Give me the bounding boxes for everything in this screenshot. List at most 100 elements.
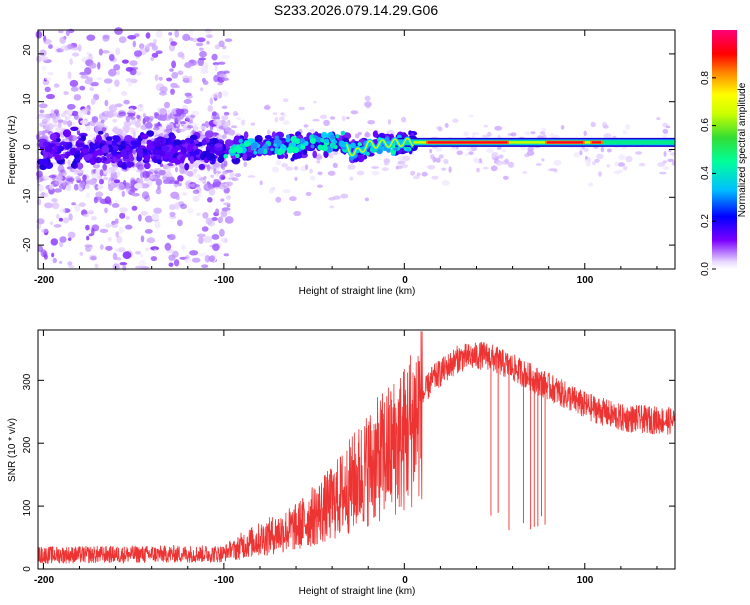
spectral-noise-blob <box>115 103 123 108</box>
spectral-noise-blob <box>635 151 643 155</box>
spectral-noise-blob <box>125 224 133 230</box>
spectral-noise-blob <box>59 260 63 264</box>
spectral-noise-blob <box>175 195 180 201</box>
spectral-noise-blob <box>114 218 119 225</box>
spectral-noise-blob <box>99 198 109 204</box>
spec-ytick-label: -20 <box>22 237 33 252</box>
spectral-noise-blob <box>141 191 150 200</box>
spectral-noise-blob <box>657 162 666 167</box>
spectral-noise-blob <box>271 166 279 173</box>
spectral-noise-blob <box>579 150 583 156</box>
spectral-core-blob <box>81 134 86 142</box>
spectral-noise-blob <box>410 170 416 176</box>
spectral-noise-blob <box>444 160 449 165</box>
spectral-noise-blob <box>91 224 100 232</box>
spectral-noise-blob <box>126 187 130 194</box>
spectral-noise-blob <box>498 154 504 159</box>
spectral-noise-blob <box>168 37 174 43</box>
spectral-noise-blob <box>204 121 210 128</box>
spectral-noise-blob <box>182 192 188 196</box>
spectral-noise-blob <box>116 170 121 178</box>
spectral-noise-blob <box>114 27 123 35</box>
spectral-noise-blob <box>349 176 354 181</box>
spectral-noise-blob <box>68 213 73 221</box>
spectral-noise-blob <box>214 63 218 72</box>
spectral-noise-blob <box>49 221 54 225</box>
spectral-noise-blob <box>53 83 60 88</box>
spectral-noise-blob <box>72 52 80 57</box>
spectral-noise-blob <box>600 146 605 153</box>
spectral-noise-blob <box>115 257 122 261</box>
spectral-noise-blob <box>662 134 667 139</box>
spectral-core-blob <box>86 153 93 159</box>
spectral-noise-blob <box>217 82 224 86</box>
spectral-noise-blob <box>219 228 225 237</box>
spectral-noise-blob <box>153 248 157 254</box>
spectral-noise-blob <box>108 104 118 113</box>
spectral-noise-blob <box>594 158 600 163</box>
spectral-noise-blob <box>66 115 72 120</box>
spectral-noise-blob <box>166 77 173 82</box>
spectral-noise-blob <box>119 262 128 266</box>
spectral-noise-blob <box>125 115 131 123</box>
spectral-noise-blob <box>166 166 171 173</box>
spectral-noise-blob <box>88 209 94 215</box>
colorbar-scale <box>712 30 737 269</box>
spectral-noise-blob <box>144 215 153 223</box>
spectral-noise-blob <box>231 177 239 182</box>
spectral-noise-blob <box>285 166 294 171</box>
spectral-noise-blob <box>207 197 213 203</box>
spectral-noise-blob <box>614 161 619 167</box>
spectral-noise-blob <box>142 170 150 179</box>
spectral-noise-blob <box>207 220 215 227</box>
spectral-core-blob <box>146 143 153 151</box>
spectral-core-blob <box>357 154 365 163</box>
spectral-noise-blob <box>131 192 140 197</box>
spectral-noise-blob <box>215 181 221 187</box>
spectral-noise-blob <box>51 198 58 203</box>
spectral-noise-blob <box>305 191 312 197</box>
spectral-noise-blob <box>330 116 336 120</box>
spectral-highlight-blob <box>250 142 258 150</box>
spectral-core-blob <box>138 152 144 158</box>
spectral-noise-blob <box>184 62 192 68</box>
spectral-noise-blob <box>184 92 192 97</box>
spectral-noise-blob <box>203 183 212 192</box>
spectral-noise-blob <box>108 54 115 61</box>
spectral-noise-blob <box>138 214 142 222</box>
spectral-noise-blob <box>211 217 218 221</box>
spectral-noise-blob <box>606 164 610 168</box>
spectral-noise-blob <box>84 244 93 248</box>
snr-xtick-label: 0 <box>402 575 408 586</box>
spectral-noise-blob <box>303 124 309 128</box>
spectral-noise-blob <box>171 108 178 115</box>
spectral-noise-blob <box>45 113 52 119</box>
spectral-noise-blob <box>87 110 91 116</box>
spectral-noise-blob <box>169 68 174 72</box>
spectral-noise-blob <box>121 59 129 64</box>
spectral-noise-blob <box>113 64 121 71</box>
spectral-noise-blob <box>67 103 76 110</box>
spectral-noise-blob <box>50 238 58 246</box>
spectral-noise-blob <box>275 160 282 166</box>
spectral-noise-blob <box>41 66 47 71</box>
spectral-noise-blob <box>448 166 452 173</box>
spectral-noise-blob <box>211 53 218 61</box>
spectral-core-blob <box>210 137 219 145</box>
spectral-noise-blob <box>195 42 204 47</box>
spectral-noise-blob <box>99 228 109 233</box>
spectral-noise-blob <box>431 175 439 180</box>
spectral-noise-blob <box>78 44 82 52</box>
spectral-noise-blob <box>177 70 184 76</box>
spectral-noise-blob <box>202 212 209 219</box>
spectral-noise-blob <box>145 247 150 251</box>
spectral-core-blob <box>180 155 185 164</box>
spectral-noise-blob <box>167 109 171 115</box>
spectral-noise-blob <box>155 178 162 186</box>
spectral-noise-blob <box>494 125 503 131</box>
spectral-noise-blob <box>541 127 546 132</box>
spectral-core-blob <box>128 153 134 159</box>
spectral-noise-blob <box>217 76 225 83</box>
spectral-core-blob <box>284 153 289 159</box>
spectral-core-blob <box>156 158 162 165</box>
